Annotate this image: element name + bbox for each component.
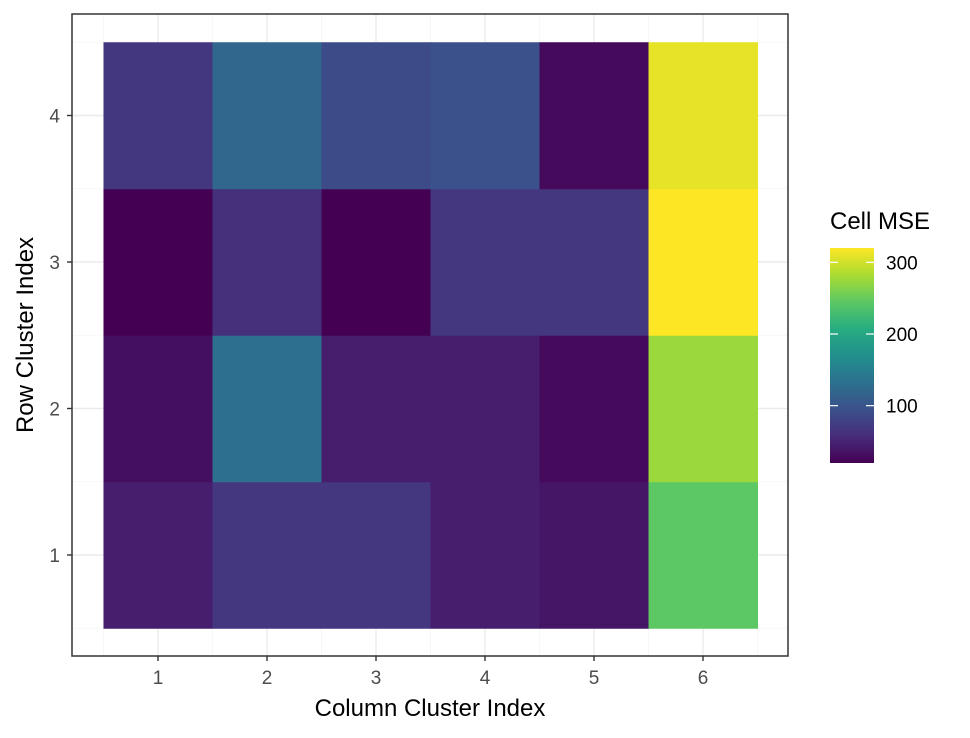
x-axis-title: Column Cluster Index bbox=[315, 695, 546, 722]
colorbar-legend: Cell MSE 100 200 300 bbox=[830, 208, 930, 463]
heatmap-cell-r1-c4 bbox=[430, 481, 540, 629]
y-tick-label: 1 bbox=[49, 546, 60, 567]
colorbar-tick-label: 300 bbox=[886, 253, 918, 274]
heatmap-cell-r1-c6 bbox=[648, 481, 758, 629]
heatmap-cell-r1-c3 bbox=[321, 481, 431, 629]
legend-title: Cell MSE bbox=[830, 208, 930, 235]
heatmap-cell-r3-c3 bbox=[321, 188, 431, 336]
heatmap-cell-r4-c4 bbox=[430, 42, 540, 190]
heatmap-cell-r3-c6 bbox=[648, 188, 758, 336]
heatmap-cell-r4-c2 bbox=[212, 42, 322, 190]
heatmap-cell-r2-c5 bbox=[539, 335, 649, 483]
heatmap-cell-r1-c1 bbox=[103, 481, 213, 629]
heatmap-cell-r2-c2 bbox=[212, 335, 322, 483]
heatmap-cells bbox=[103, 42, 758, 629]
heatmap-cell-r3-c1 bbox=[103, 188, 213, 336]
plot-border bbox=[71, 13, 789, 657]
colorbar-ticks: 100 200 300 bbox=[830, 253, 918, 418]
heatmap-cell-r1-c5 bbox=[539, 481, 649, 629]
heatmap-cell-r2-c4 bbox=[430, 335, 540, 483]
heatmap-cell-r1-c2 bbox=[212, 481, 322, 629]
colorbar-tick-label: 200 bbox=[886, 325, 918, 346]
x-axis-ticks: 1 2 3 4 5 6 bbox=[153, 656, 709, 689]
heatmap-cell-r3-c5 bbox=[539, 188, 649, 336]
y-axis-ticks: 1 2 3 4 bbox=[49, 107, 72, 567]
x-tick-label: 4 bbox=[480, 668, 491, 689]
heatmap-cell-r3-c4 bbox=[430, 188, 540, 336]
x-tick-label: 1 bbox=[153, 668, 164, 689]
colorbar-tick-label: 100 bbox=[886, 397, 918, 418]
y-tick-label: 3 bbox=[49, 253, 60, 274]
y-tick-label: 2 bbox=[49, 400, 60, 421]
heatmap-cell-r2-c6 bbox=[648, 335, 758, 483]
y-axis-title: Row Cluster Index bbox=[12, 237, 39, 433]
x-tick-label: 6 bbox=[698, 668, 709, 689]
heatmap-cell-r2-c3 bbox=[321, 335, 431, 483]
colorbar bbox=[830, 248, 874, 463]
y-tick-label: 4 bbox=[49, 107, 60, 128]
heatmap-cell-r4-c5 bbox=[539, 42, 649, 190]
x-tick-label: 3 bbox=[371, 668, 382, 689]
heatmap-cell-r3-c2 bbox=[212, 188, 322, 336]
heatmap-cell-r4-c3 bbox=[321, 42, 431, 190]
x-tick-label: 2 bbox=[262, 668, 273, 689]
heatmap-cell-r4-c6 bbox=[648, 42, 758, 190]
heatmap-cell-r2-c1 bbox=[103, 335, 213, 483]
heatmap-cell-r4-c1 bbox=[103, 42, 213, 190]
x-tick-label: 5 bbox=[589, 668, 600, 689]
